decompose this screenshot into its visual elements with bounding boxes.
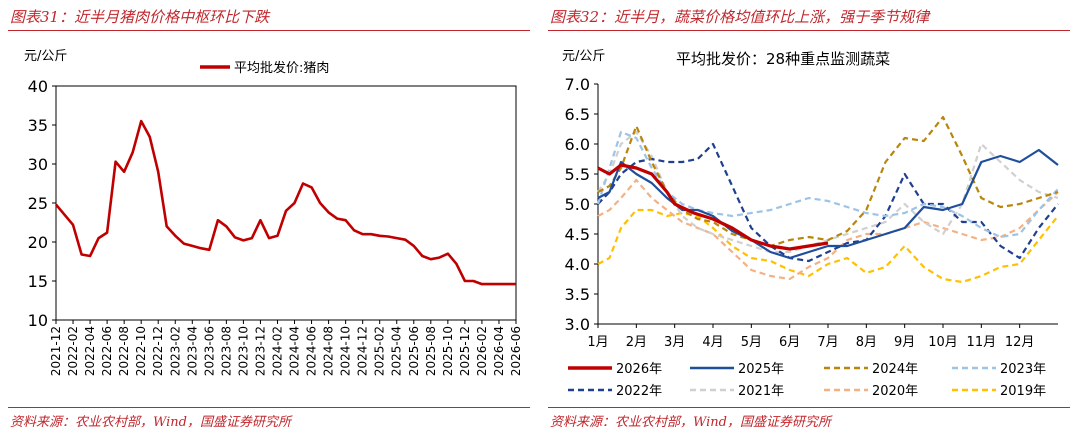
legend-label-2026: 2026年 (616, 362, 662, 377)
y-tick-label: 7.0 (565, 75, 590, 94)
legend-label-pork: 平均批发价:猪肉 (234, 60, 329, 76)
right-source-note: 资料来源：农业农村部，Wind，国盛证券研究所 (550, 415, 831, 430)
x-tick-label: 11月 (967, 335, 997, 350)
series-line-2023 (596, 130, 1059, 239)
x-tick-label: 2023-10 (236, 326, 250, 376)
x-tick-label: 2025-06 (407, 326, 421, 376)
x-tick-label: 2026-06 (509, 326, 523, 376)
legend-label-2022: 2022年 (616, 384, 662, 399)
x-tick-label: 2026-02 (475, 326, 489, 376)
y-tick-label: 35 (28, 116, 48, 135)
left-source-note: 资料来源：农业农村部，Wind，国盛证券研究所 (10, 415, 291, 430)
legend-label-2021: 2021年 (738, 384, 784, 399)
x-tick-label: 2025-10 (441, 326, 455, 376)
legend-label-2025: 2025年 (738, 362, 784, 377)
x-tick-label: 2022-04 (83, 326, 97, 376)
x-tick-label: 2023-08 (219, 326, 233, 376)
x-tick-label: 2022-12 (151, 326, 165, 376)
legend-label-2020: 2020年 (872, 384, 918, 399)
x-tick-label: 2023-04 (185, 326, 199, 376)
plot-frame (55, 85, 517, 321)
y-tick-label: 40 (28, 77, 48, 96)
legend-label-2019: 2019年 (1000, 384, 1046, 399)
left-chart-panel: 图表31：近半月猪肉价格中枢环比下跌 元/公斤 10 15 20 25 30 35 40 202… (8, 0, 538, 436)
x-tick-label: 2022-02 (66, 326, 80, 376)
y-tick-label: 3.5 (565, 285, 590, 304)
x-tick-label: 2024-12 (356, 326, 370, 376)
x-tick-label: 2022-06 (100, 326, 114, 376)
x-tick-label: 3月 (664, 335, 685, 350)
x-tick-label: 2024-02 (270, 326, 284, 376)
x-tick-label: 10月 (928, 335, 958, 350)
x-tick-label: 2月 (626, 335, 647, 350)
chart-title: 平均批发价：28种重点监测蔬菜 (676, 50, 890, 68)
x-tick-label: 2025-04 (390, 326, 404, 376)
x-tick-label: 2026-04 (492, 326, 506, 376)
left-bottom-rule (8, 407, 530, 408)
y-tick-label: 15 (28, 272, 48, 291)
x-tick-label: 5月 (741, 335, 762, 350)
x-tick-label: 2024-10 (339, 326, 353, 376)
right-chart-svg: 元/公斤 平均批发价：28种重点监测蔬菜 3.0 3.5 4.0 4.5 5.0 5.5 6.0… (562, 49, 1059, 399)
right-bottom-rule (548, 407, 1070, 408)
x-tick-label: 7月 (817, 335, 838, 350)
x-tick-label: 2024-06 (305, 326, 319, 376)
right-figure-title: 图表32：近半月，蔬菜价格均值环比上涨，强于季节规律 (550, 8, 930, 26)
y-tick-label: 20 (28, 233, 48, 252)
legend-label-2024: 2024年 (872, 362, 918, 377)
series-line-2025 (597, 148, 1059, 260)
series-line-2026 (597, 163, 829, 251)
x-tick-label: 6月 (779, 335, 800, 350)
y-tick-label: 5.0 (565, 195, 590, 214)
series-line-pork-price (55, 119, 516, 286)
right-chart-panel: 图表32：近半月，蔬菜价格均值环比上涨，强于季节规律 元/公斤 平均批发价：28种… (548, 0, 1078, 436)
y-tick-label: 4.5 (565, 225, 590, 244)
x-tick-label: 2024-04 (288, 326, 302, 376)
series-line-2019 (597, 208, 1059, 284)
y-tick-label: 4.0 (565, 255, 590, 274)
x-tick-label: 2022-10 (134, 326, 148, 376)
x-tick-label: 2025-08 (424, 326, 438, 376)
x-tick-label: 2023-12 (253, 326, 267, 376)
legend-label-2023: 2023年 (1000, 362, 1046, 377)
y-tick-label: 30 (28, 155, 48, 174)
left-top-rule (8, 30, 530, 31)
y-tick-label: 25 (28, 194, 48, 213)
y-axis-unit-label: 元/公斤 (24, 49, 67, 64)
y-axis-unit-label: 元/公斤 (562, 49, 605, 64)
series-line-2024 (597, 115, 1059, 248)
x-tick-label: 2023-06 (202, 326, 216, 376)
y-tick-label: 3.0 (565, 315, 590, 334)
y-tick-label: 10 (28, 311, 48, 330)
y-tick-label: 6.0 (565, 135, 590, 154)
y-tick-label: 6.5 (565, 105, 590, 124)
x-tick-label: 2025-02 (373, 326, 387, 376)
y-tick-label: 5.5 (565, 165, 590, 184)
x-tick-label: 12月 (1005, 335, 1035, 350)
x-tick-label: 2024-08 (322, 326, 336, 376)
right-top-rule (548, 30, 1070, 31)
x-tick-label: 2022-08 (117, 326, 131, 376)
x-tick-label: 4月 (702, 335, 723, 350)
x-tick-label: 2023-02 (168, 326, 182, 376)
x-tick-label: 8月 (856, 335, 877, 350)
series-line-2022 (597, 142, 1059, 263)
x-tick-label: 2021-12 (49, 326, 63, 376)
x-tick-label: 1月 (587, 335, 608, 350)
series-line-2020 (597, 178, 1059, 281)
x-tick-label: 9月 (894, 335, 915, 350)
x-tick-label: 2025-12 (458, 326, 472, 376)
left-figure-title: 图表31：近半月猪肉价格中枢环比下跌 (10, 8, 270, 26)
